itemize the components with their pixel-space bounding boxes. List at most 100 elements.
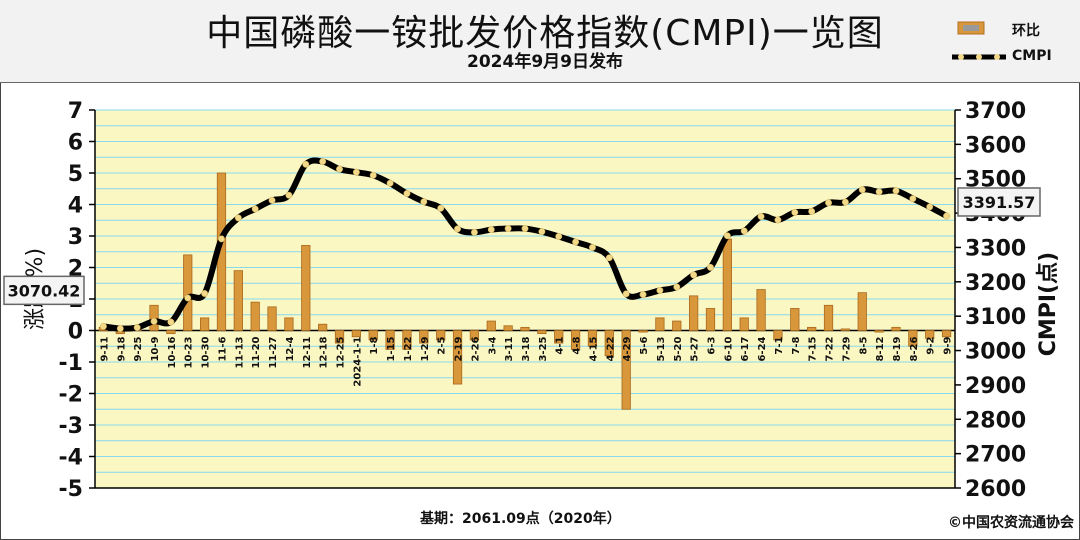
x-tick-label: 6-17: [740, 336, 751, 361]
cmpi-point: [234, 214, 242, 222]
cmpi-point: [251, 205, 259, 213]
left-tick-label: 3: [68, 225, 83, 250]
x-tick-label: 12-11: [302, 336, 313, 368]
cmpi-point: [99, 322, 107, 330]
x-tick-label: 7-1: [774, 336, 785, 354]
bar-mark: [419, 330, 429, 344]
bar-mark: [807, 326, 817, 331]
bar-mark: [537, 330, 547, 335]
right-tick-label: 3700: [965, 99, 1026, 124]
callout-last-box: [957, 187, 1041, 217]
cmpi-point: [167, 318, 175, 326]
bar-mark: [756, 289, 766, 331]
x-tick-label: 10-30: [201, 336, 212, 368]
x-tick-label: 1-15: [386, 336, 397, 361]
x-tick-label: 8-5: [858, 336, 869, 354]
left-tick-label: 2: [68, 257, 83, 282]
x-tick-label: 4-15: [588, 336, 599, 361]
cmpi-point: [791, 208, 799, 216]
bar-mark: [705, 308, 716, 331]
legend-item-line: CMPI: [950, 46, 1075, 68]
chart-legend: 环比 CMPI: [950, 12, 1075, 72]
x-tick-label: 2-19: [454, 336, 465, 361]
left-tick-label: -1: [59, 351, 83, 376]
x-tick-label: 2024-1-1: [352, 336, 363, 386]
legend-bar-swatch: [957, 21, 985, 35]
legend-line-swatch: [952, 54, 1006, 60]
callout-last-value: 3391.57: [963, 193, 1036, 212]
bar-mark: [554, 330, 564, 344]
cmpi-point: [133, 324, 141, 331]
x-tick-label: 11-6: [217, 336, 228, 361]
bar-mark: [672, 320, 682, 331]
bar-mark: [368, 330, 378, 341]
x-tick-label: 7-22: [825, 336, 836, 361]
cmpi-point: [420, 198, 428, 206]
bar-mark: [874, 330, 884, 333]
cmpi-point: [504, 225, 512, 233]
x-tick-label: 7-15: [808, 336, 819, 361]
bar-mark: [520, 326, 530, 331]
callout-first-box: [3, 275, 85, 306]
chart-subtitle: 2024年9月9日发布: [467, 52, 623, 72]
bar-mark: [823, 304, 834, 331]
x-tick-label: 9-2: [926, 336, 937, 354]
x-tick-label: 6-24: [757, 336, 768, 361]
base-note: 基期：2061.09点（2020年）: [420, 511, 621, 527]
right-tick-label: 3100: [965, 305, 1026, 330]
bar-mark: [402, 330, 412, 350]
cmpi-point: [218, 235, 225, 243]
x-tick-label: 4-29: [622, 336, 633, 361]
bar-mark: [486, 320, 496, 331]
x-tick-label: 7-29: [841, 336, 852, 361]
left-tick-label: 6: [68, 131, 83, 156]
cmpi-point: [454, 225, 461, 233]
cmpi-point: [892, 187, 900, 195]
x-tick-label: 5-13: [656, 336, 667, 361]
chart-header: 中国磷酸一铵批发价格指数(CMPI)一览图 2024年9月9日发布 环比 CMP…: [0, 0, 1080, 83]
right-tick-label: 3600: [965, 133, 1026, 158]
cmpi-point: [723, 232, 731, 240]
bar-mark: [318, 323, 328, 331]
bar-mark: [183, 254, 193, 331]
bar-mark: [604, 330, 614, 357]
bar-mark: [334, 330, 345, 344]
bar-mark: [925, 330, 935, 339]
x-tick-label: 3-11: [504, 336, 515, 361]
cmpi-point: [926, 203, 934, 211]
bar-mark: [840, 328, 851, 331]
x-tick-label: 8-19: [892, 336, 903, 361]
left-tick-label: 4: [68, 194, 83, 219]
left-tick-label: 5: [68, 162, 83, 187]
cmpi-point: [858, 186, 866, 194]
bar-mark: [452, 330, 463, 385]
x-tick-label: 2-5: [437, 336, 448, 354]
cmpi-point: [268, 196, 276, 204]
x-tick-label: 6-3: [706, 336, 717, 354]
cmpi-point: [403, 190, 411, 197]
cmpi-point: [116, 325, 124, 333]
x-tick-label: 9-11: [99, 336, 110, 361]
cmpi-point: [589, 244, 596, 251]
cmpi-point: [875, 188, 883, 196]
cmpi-point: [555, 233, 563, 240]
cmpi-point: [369, 171, 377, 179]
legend-item-bar: 环比: [950, 18, 1075, 40]
x-tick-label: 11-13: [234, 336, 245, 368]
cmpi-point: [707, 263, 714, 271]
cmpi-point: [336, 165, 343, 173]
cmpi-point: [487, 226, 495, 234]
bar-mark: [655, 317, 665, 331]
cmpi-point: [909, 195, 917, 203]
bar-mark: [570, 330, 581, 350]
bar-mark: [790, 308, 800, 331]
right-tick-label: 3300: [965, 236, 1026, 261]
left-tick-label: 7: [68, 99, 83, 124]
bar-mark: [638, 330, 648, 333]
bar-mark: [469, 330, 480, 341]
bar-mark: [284, 317, 294, 331]
x-tick-label: 1-29: [420, 336, 431, 361]
callout-first-value: 3070.42: [8, 281, 81, 300]
bar-mark: [233, 270, 243, 331]
